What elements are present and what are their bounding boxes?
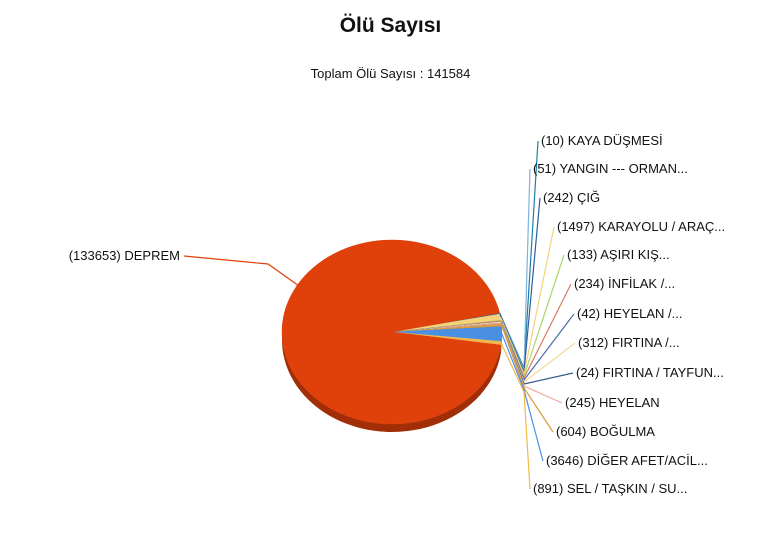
- leader-line-13: [500, 343, 531, 490]
- leader-line-4: [499, 226, 555, 377]
- slice-label-11: (604) BOĞULMA: [556, 424, 655, 439]
- leader-line-11: [501, 325, 554, 433]
- slice-label-10: (245) HEYELAN: [565, 395, 660, 410]
- slice-label-2: (51) YANGIN --- ORMAN...: [533, 161, 688, 176]
- slice-label-1: (10) KAYA DÜŞMESİ: [541, 133, 663, 148]
- leader-line-0: [183, 255, 300, 287]
- slice-label-9: (24) FIRTINA / TAYFUN...: [576, 365, 724, 380]
- pie-leaders: [183, 140, 576, 490]
- pie-labels: (133653) DEPREM (10) KAYA DÜŞMESİ (51) YAN…: [69, 133, 725, 496]
- slice-label-13: (891) SEL / TAŞKIN / SU...: [533, 481, 687, 496]
- pie-slices: [281, 239, 503, 425]
- slice-label-12: (3646) DİĞER AFET/ACİL...: [546, 453, 708, 468]
- slice-label-5: (133) AŞIRI KIŞ...: [567, 247, 670, 262]
- leader-line-12: [501, 333, 544, 462]
- slice-label-3: (242) ÇIĞ: [543, 190, 600, 205]
- pie-slice-deprem[interactable]: [281, 239, 502, 425]
- chart-subtitle: Toplam Ölü Sayısı : 141584: [310, 66, 471, 81]
- slice-label-6: (234) İNFİLAK /...: [574, 276, 675, 291]
- slice-label-8: (312) FIRTINA /...: [578, 335, 680, 350]
- slice-label-7: (42) HEYELAN /...: [577, 306, 682, 321]
- slice-label-4: (1497) KARAYOLU / ARAÇ...: [557, 219, 725, 234]
- chart-title: Ölü Sayısı: [339, 14, 442, 37]
- slice-label-0: (133653) DEPREM: [69, 248, 180, 263]
